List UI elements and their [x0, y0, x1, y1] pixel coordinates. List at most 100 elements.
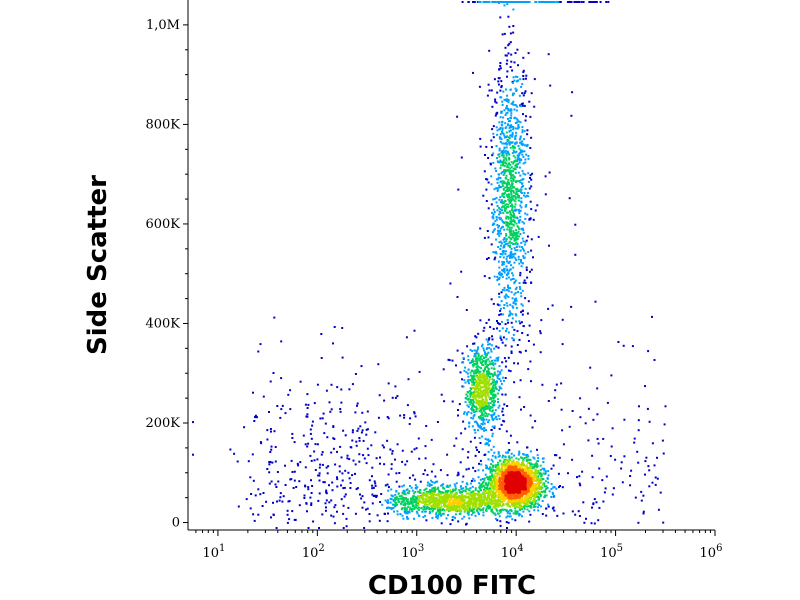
data-point — [401, 492, 404, 495]
data-point — [510, 345, 513, 348]
data-point — [518, 157, 521, 160]
data-point — [402, 489, 405, 492]
data-point — [518, 159, 521, 162]
data-point — [510, 193, 513, 196]
data-point — [507, 295, 510, 298]
data-point — [532, 478, 535, 481]
data-point — [507, 271, 510, 274]
data-point — [530, 496, 533, 499]
data-point — [468, 425, 471, 428]
data-point — [497, 232, 500, 235]
data-point — [380, 493, 383, 495]
data-point — [491, 414, 494, 417]
data-point — [493, 477, 496, 480]
data-point — [491, 432, 494, 435]
data-point — [537, 498, 540, 501]
data-point — [468, 502, 471, 505]
data-point — [504, 207, 507, 210]
data-point — [502, 187, 505, 190]
data-point — [394, 396, 397, 399]
data-point — [415, 510, 418, 513]
data-point — [524, 144, 526, 147]
data-point — [342, 512, 345, 515]
data-point — [656, 456, 658, 459]
data-point — [406, 502, 409, 505]
data-point — [508, 313, 511, 316]
data-point — [478, 358, 481, 361]
data-point — [502, 502, 505, 505]
data-point — [631, 345, 634, 348]
data-point — [274, 460, 277, 463]
data-point — [485, 348, 488, 351]
data-point — [371, 493, 374, 496]
data-point — [529, 481, 532, 484]
data-point — [504, 157, 507, 160]
data-point — [401, 449, 404, 452]
data-point — [642, 494, 645, 497]
data-point — [478, 366, 481, 369]
data-point — [497, 161, 500, 164]
data-point — [648, 420, 651, 423]
data-point — [482, 427, 485, 430]
data-point — [501, 456, 504, 459]
data-point — [521, 289, 524, 292]
data-point — [510, 170, 513, 172]
data-point — [423, 503, 426, 506]
data-point — [499, 478, 502, 481]
data-point — [497, 461, 500, 464]
data-point — [481, 500, 484, 503]
data-point — [508, 515, 511, 518]
data-point — [384, 512, 386, 515]
data-point — [496, 478, 499, 481]
data-point — [507, 109, 510, 112]
data-point — [502, 461, 505, 463]
data-point — [412, 505, 414, 507]
data-point — [466, 395, 469, 398]
data-point — [539, 464, 542, 467]
data-point — [525, 194, 528, 197]
data-point — [498, 234, 501, 237]
data-point — [368, 479, 371, 482]
data-point — [495, 418, 498, 421]
data-point — [507, 193, 510, 196]
data-point — [472, 511, 474, 514]
data-point — [511, 272, 514, 275]
data-point — [433, 497, 436, 500]
data-point — [512, 277, 515, 280]
data-point — [490, 183, 493, 186]
data-point — [467, 505, 470, 508]
data-point — [464, 508, 467, 511]
data-point — [499, 96, 502, 99]
data-point — [412, 495, 415, 498]
data-point — [541, 486, 544, 489]
data-point — [536, 460, 539, 463]
data-point — [483, 479, 486, 482]
data-point — [507, 369, 510, 372]
data-point — [439, 469, 442, 472]
data-point — [566, 1, 569, 3]
data-point — [474, 357, 477, 360]
data-point — [486, 366, 489, 368]
data-point — [519, 136, 522, 139]
data-point — [519, 274, 522, 277]
data-point — [521, 457, 524, 460]
data-point — [298, 480, 301, 483]
data-point — [501, 407, 504, 410]
data-point — [506, 99, 509, 102]
data-point — [374, 431, 377, 434]
data-point — [443, 505, 446, 508]
data-point — [279, 492, 282, 495]
data-point — [494, 466, 497, 468]
data-point — [517, 498, 520, 501]
data-point — [406, 460, 409, 463]
data-point — [439, 502, 442, 505]
data-point — [333, 522, 336, 525]
data-point — [508, 1, 511, 3]
data-point — [507, 331, 510, 334]
data-point — [513, 79, 516, 82]
data-point — [402, 517, 405, 520]
data-point — [276, 405, 279, 407]
data-point — [461, 448, 464, 451]
data-point — [497, 414, 500, 417]
